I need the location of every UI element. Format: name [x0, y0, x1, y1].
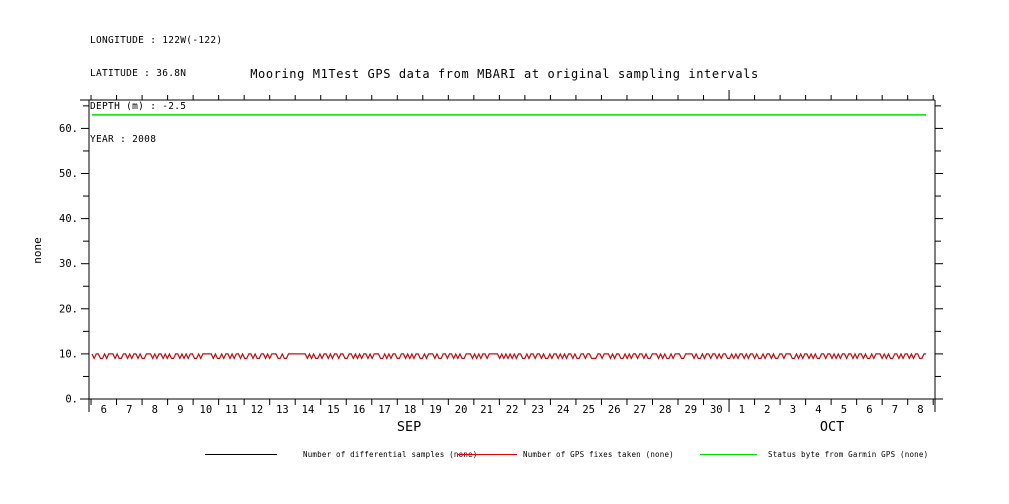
- svg-text:10.: 10.: [59, 348, 78, 360]
- svg-text:60.: 60.: [59, 123, 78, 135]
- svg-text:6: 6: [101, 404, 107, 416]
- legend-swatch-differential-samples: [205, 454, 277, 455]
- svg-text:11: 11: [225, 404, 238, 416]
- metadata-year: YEAR : 2008: [90, 134, 157, 145]
- svg-text:6: 6: [866, 404, 872, 416]
- svg-text:27: 27: [633, 404, 646, 416]
- svg-text:SEP: SEP: [397, 419, 421, 435]
- svg-text:20.: 20.: [59, 303, 78, 315]
- svg-text:7: 7: [892, 404, 898, 416]
- svg-text:20: 20: [455, 404, 468, 416]
- svg-text:30: 30: [710, 404, 723, 416]
- svg-text:8: 8: [917, 404, 923, 416]
- svg-text:16: 16: [353, 404, 366, 416]
- svg-text:5: 5: [841, 404, 847, 416]
- metadata-latitude: LATITUDE : 36.8N: [90, 68, 187, 79]
- metadata-longitude: LONGITUDE : 122W(-122): [90, 35, 223, 46]
- svg-text:21: 21: [480, 404, 493, 416]
- svg-text:28: 28: [659, 404, 672, 416]
- svg-text:25: 25: [582, 404, 595, 416]
- svg-text:30.: 30.: [59, 258, 78, 270]
- svg-text:7: 7: [126, 404, 132, 416]
- svg-text:2: 2: [764, 404, 770, 416]
- svg-text:29: 29: [684, 404, 697, 416]
- svg-text:9: 9: [177, 404, 183, 416]
- svg-text:18: 18: [404, 404, 417, 416]
- svg-text:17: 17: [378, 404, 391, 416]
- svg-text:12: 12: [251, 404, 264, 416]
- svg-text:23: 23: [531, 404, 544, 416]
- svg-text:26: 26: [608, 404, 621, 416]
- svg-text:OCT: OCT: [820, 419, 844, 435]
- svg-text:40.: 40.: [59, 213, 78, 225]
- svg-text:24: 24: [557, 404, 570, 416]
- svg-text:19: 19: [429, 404, 442, 416]
- svg-text:0.: 0.: [65, 394, 78, 406]
- svg-text:22: 22: [506, 404, 519, 416]
- legend-label-differential-samples: Number of differential samples (none): [303, 450, 478, 459]
- svg-text:50.: 50.: [59, 168, 78, 180]
- svg-text:15: 15: [327, 404, 340, 416]
- legend-label-status-byte: Status byte from Garmin GPS (none): [768, 450, 929, 459]
- legend-swatch-gps-fixes: [457, 454, 517, 455]
- svg-text:1: 1: [739, 404, 745, 416]
- metadata-depth: DEPTH (m) : -2.5: [90, 101, 187, 112]
- svg-text:14: 14: [302, 404, 315, 416]
- svg-text:8: 8: [152, 404, 158, 416]
- metadata-block: LONGITUDE : 122W(-122) LATITUDE : 36.8N …: [90, 13, 222, 167]
- svg-text:4: 4: [815, 404, 821, 416]
- legend-label-gps-fixes: Number of GPS fixes taken (none): [523, 450, 674, 459]
- svg-text:3: 3: [790, 404, 796, 416]
- legend-swatch-status-byte: [700, 454, 757, 455]
- svg-text:10: 10: [200, 404, 213, 416]
- svg-text:13: 13: [276, 404, 289, 416]
- chart-title: Mooring M1Test GPS data from MBARI at or…: [250, 67, 759, 81]
